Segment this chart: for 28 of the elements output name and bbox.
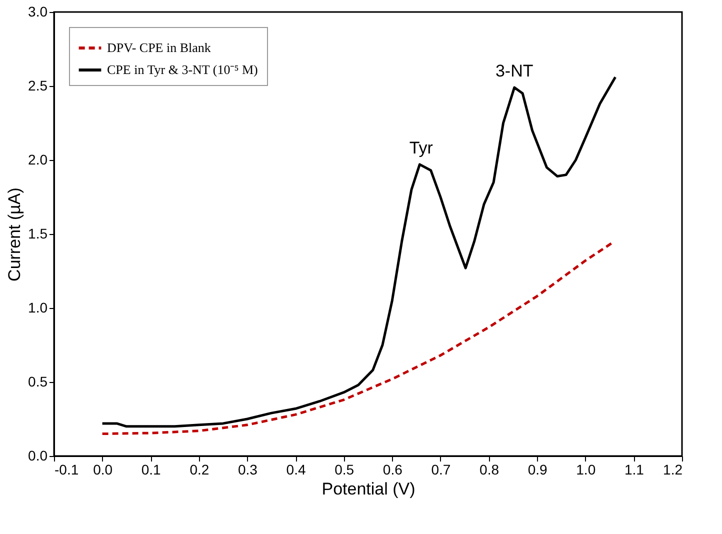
line-series bbox=[101, 76, 617, 428]
x-tick-label: 0.3 bbox=[238, 462, 258, 478]
x-tick-label: -0.1 bbox=[54, 462, 79, 478]
x-tick-label: 0.6 bbox=[382, 462, 403, 478]
x-tick-label: 0.5 bbox=[334, 462, 354, 478]
y-axis-title: Current (µA) bbox=[5, 188, 24, 282]
annotation: Tyr bbox=[409, 138, 434, 158]
y-tick-label: 3.0 bbox=[28, 4, 48, 20]
y-tick-label: 0.5 bbox=[28, 374, 48, 390]
x-tick-label: 0.1 bbox=[141, 462, 162, 478]
x-tick-label: 1.2 bbox=[663, 462, 683, 478]
x-axis-title: Potential (V) bbox=[322, 480, 416, 498]
x-tick-label: 0.0 bbox=[93, 462, 113, 478]
x-tick-label: 0.9 bbox=[528, 462, 548, 478]
x-tick-label: 1.1 bbox=[624, 462, 644, 478]
x-tick-label: 0.7 bbox=[431, 462, 451, 478]
y-tick-label: 1.5 bbox=[28, 226, 48, 242]
x-tick-label: 0.8 bbox=[480, 462, 500, 478]
x-tick-label: 0.4 bbox=[286, 462, 306, 478]
x-tick-label: 0.2 bbox=[190, 462, 210, 478]
y-tick-label: 2.5 bbox=[28, 78, 48, 94]
y-tick-label: 1.0 bbox=[28, 300, 48, 316]
legend-label: CPE in Tyr & 3-NT (10⁻⁵ M) bbox=[107, 62, 258, 77]
y-tick-label: 2.0 bbox=[28, 152, 48, 168]
y-tick-label: 0.0 bbox=[28, 448, 48, 464]
annotation: 3-NT bbox=[495, 61, 534, 80]
legend-label: DPV- CPE in Blank bbox=[107, 40, 212, 55]
x-tick-label: 1.0 bbox=[576, 462, 596, 478]
